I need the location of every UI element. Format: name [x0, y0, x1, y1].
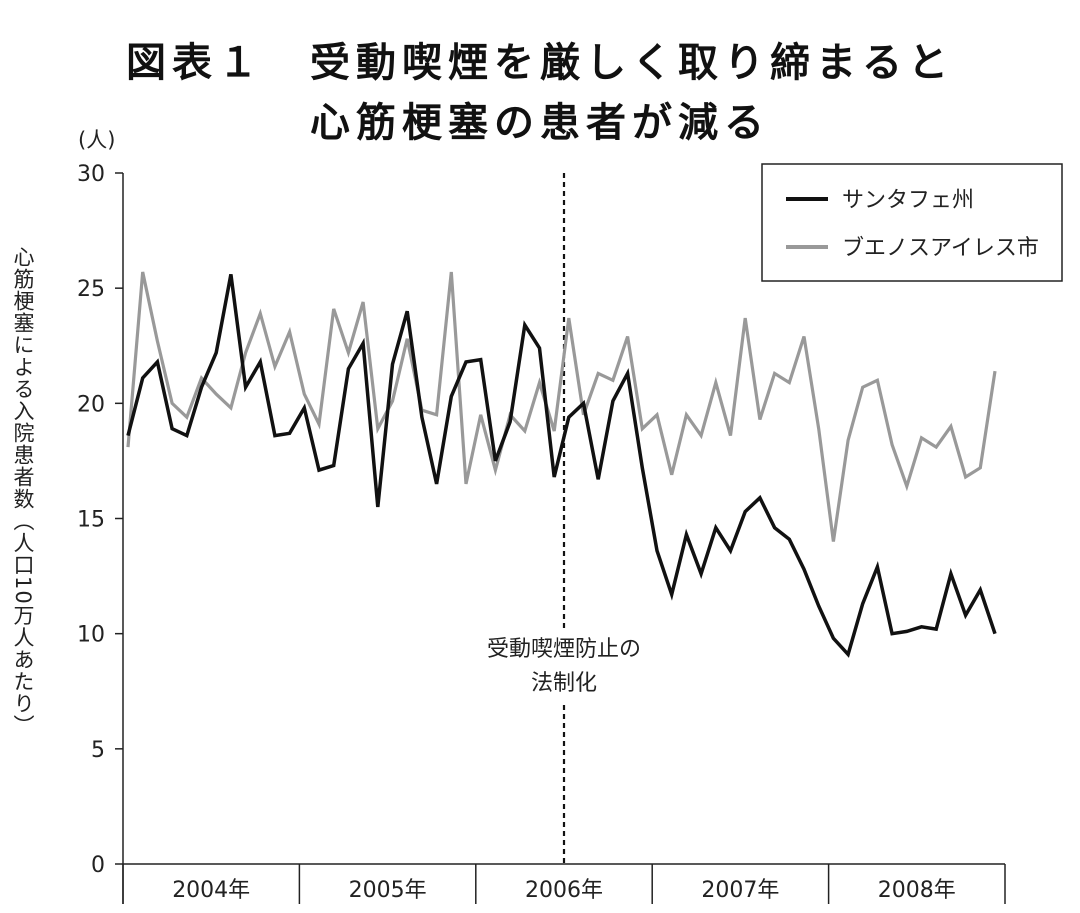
y-tick-label: 15 [77, 508, 105, 533]
policy-annotation-label: 法制化 [531, 671, 597, 696]
x-tick-label: 2004年 [172, 878, 250, 903]
chart-title-line1: 図表１ 受動喫煙を厳しく取り締まると [126, 40, 954, 86]
chart-title-line2: 心筋梗塞の患者が減る [310, 100, 770, 146]
y-tick-label: 5 [91, 738, 105, 763]
policy-annotation-label: 受動喫煙防止の [487, 637, 641, 662]
y-axis-unit: (人) [78, 128, 116, 152]
x-tick-label: 2007年 [701, 878, 779, 903]
legend-label-santa-fe: サンタフェ州 [842, 188, 974, 213]
y-tick-label: 0 [91, 853, 105, 878]
y-tick-label: 25 [77, 277, 105, 302]
y-tick-label: 30 [77, 162, 105, 187]
y-tick-label: 10 [77, 623, 105, 648]
series-santa-fe-line [126, 273, 997, 658]
y-axis-label: 心筋梗塞による入院患者数（人口10万人あたり） [11, 246, 35, 737]
y-tick-label: 20 [77, 392, 105, 417]
x-tick-label: 2006年 [525, 878, 603, 903]
legend-label-buenos-aires: ブエノスアイレス市 [842, 236, 1039, 261]
x-tick-label: 2008年 [878, 878, 956, 903]
series-buenos-aires-line [126, 271, 997, 542]
x-tick-label: 2005年 [349, 878, 427, 903]
legend-box [761, 163, 1063, 282]
